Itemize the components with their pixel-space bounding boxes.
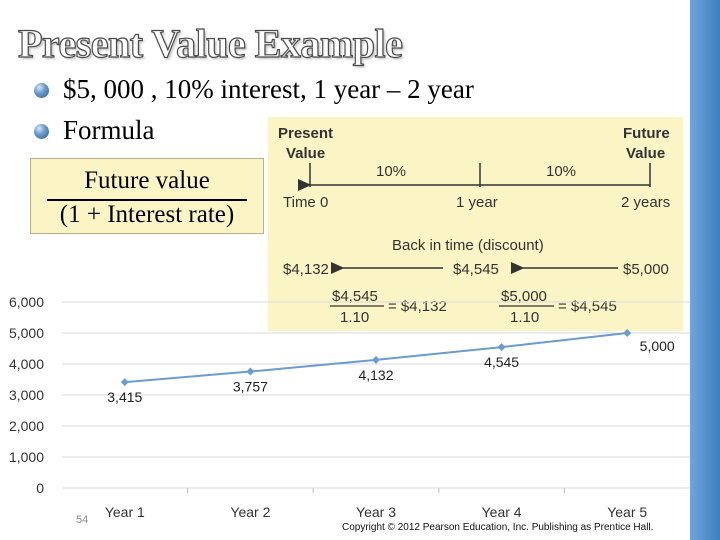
data-label: 5,000 bbox=[640, 338, 675, 354]
data-point bbox=[120, 378, 129, 387]
present-value-label-line2: Value bbox=[286, 145, 325, 162]
copyright-notice: Copyright © 2012 Pearson Education, Inc.… bbox=[342, 522, 654, 533]
data-point bbox=[372, 355, 380, 364]
calc-2-numerator: $5,000 bbox=[501, 288, 547, 305]
future-value-label-line1: Future bbox=[623, 125, 670, 142]
y-tick-label: 2,000 bbox=[9, 418, 44, 434]
y-tick-label: 5,000 bbox=[9, 325, 44, 341]
pv-1-value: $4,545 bbox=[453, 261, 499, 278]
pv-2-value: $4,132 bbox=[283, 261, 329, 278]
slide-title: Present Value Example bbox=[17, 20, 403, 66]
calc-1-numerator: $4,545 bbox=[332, 288, 378, 305]
data-label: 3,415 bbox=[107, 389, 142, 405]
bullet-icon bbox=[34, 83, 49, 98]
rate-label-2: 10% bbox=[546, 163, 576, 180]
data-point bbox=[497, 343, 506, 352]
present-value-label-line1: Present bbox=[278, 125, 333, 142]
time-0-label: Time 0 bbox=[283, 194, 328, 211]
y-tick-label: 6,000 bbox=[9, 294, 44, 310]
back-in-time-label: Back in time (discount) bbox=[392, 237, 544, 254]
x-tick-label: Year 4 bbox=[482, 504, 522, 520]
data-label: 4,545 bbox=[484, 354, 519, 370]
time-2-label: 2 years bbox=[621, 194, 670, 211]
bullet-icon bbox=[34, 124, 49, 139]
formula-box: Future value (1 + Interest rate) bbox=[30, 158, 264, 234]
bullet-text-formula: Formula bbox=[63, 115, 155, 145]
y-tick-label: 4,000 bbox=[9, 356, 44, 372]
rate-label-1: 10% bbox=[376, 163, 406, 180]
formula-fraction-line bbox=[47, 199, 247, 201]
y-tick-label: 3,000 bbox=[9, 387, 44, 403]
formula-numerator: Future value bbox=[84, 167, 210, 194]
x-tick-label: Year 3 bbox=[356, 504, 396, 520]
accent-sidebar-bar bbox=[690, 0, 720, 540]
data-point bbox=[623, 329, 632, 337]
y-tick-label: 1,000 bbox=[9, 449, 44, 465]
present-value-line-chart: 0 1,000 2,000 3,000 4,000 5,000 6,000 Year 1 Yea… bbox=[0, 285, 720, 540]
fv-value: $5,000 bbox=[623, 261, 669, 278]
x-tick-label: Year 2 bbox=[230, 504, 270, 520]
data-label: 3,757 bbox=[233, 379, 268, 395]
y-tick-label: 0 bbox=[36, 480, 44, 496]
x-tick-label: Year 5 bbox=[607, 504, 647, 520]
time-1-label: 1 year bbox=[456, 194, 498, 211]
x-tick-label: Year 1 bbox=[105, 504, 145, 520]
calc-1-denominator: 1.10 bbox=[340, 309, 369, 326]
formula-denominator: (1 + Interest rate) bbox=[59, 201, 235, 228]
calc-2-denominator: 1.10 bbox=[510, 309, 539, 326]
data-point bbox=[246, 367, 255, 376]
future-value-label-line2: Value bbox=[626, 145, 665, 162]
page-number: 54 bbox=[76, 514, 89, 526]
data-label: 4,132 bbox=[358, 367, 393, 383]
bullet-text-example: $5, 000 , 10% interest, 1 year – 2 year bbox=[63, 74, 474, 104]
